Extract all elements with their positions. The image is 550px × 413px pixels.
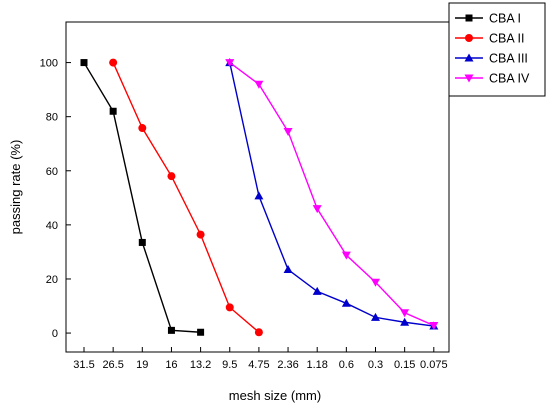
data-point: [400, 309, 410, 318]
legend-label: CBA III: [489, 52, 528, 66]
x-tick-label: 4.75: [248, 359, 269, 371]
series-layer: [80, 58, 439, 337]
y-tick-label: 20: [46, 274, 58, 286]
legend-label: CBA IV: [489, 72, 530, 86]
x-tick-label: 0.6: [339, 359, 354, 371]
data-point: [138, 124, 147, 133]
x-tick-label: 13.2: [190, 359, 211, 371]
data-point: [400, 317, 410, 326]
x-tick-label: 31.5: [73, 359, 94, 371]
x-tick-label: 9.5: [222, 359, 237, 371]
series-line: [112, 62, 260, 333]
x-tick-label: 26.5: [102, 359, 123, 371]
data-point: [283, 128, 293, 137]
data-point: [109, 58, 118, 67]
data-point: [225, 303, 234, 312]
series-line: [229, 62, 435, 327]
x-tick-label: 0.3: [368, 359, 383, 371]
data-point: [429, 321, 439, 330]
data-point: [464, 74, 474, 83]
legend: CBA I CBA II CBA III CBA IV: [448, 2, 546, 97]
series-line: [229, 62, 434, 327]
data-point: [109, 107, 117, 115]
y-tick-label: 80: [46, 112, 58, 124]
data-point: [465, 14, 473, 22]
x-tick-label: 19: [136, 359, 148, 371]
data-point: [167, 326, 175, 334]
x-axis: 31.5 26.5 19 16 13.2 9.5 4.75 2.36 1.18 0.6 0.3 0.1…: [73, 347, 448, 371]
data-point: [371, 312, 380, 321]
data-point: [254, 328, 263, 337]
legend-label: CBA II: [489, 32, 524, 46]
legend-label: CBA I: [489, 12, 521, 26]
data-point: [341, 298, 351, 307]
y-tick-label: 40: [46, 220, 58, 232]
data-point: [465, 34, 473, 42]
y-axis-label: passing rate (%): [8, 140, 23, 235]
data-point: [254, 80, 264, 89]
plot-frame: [65, 21, 450, 353]
data-point: [283, 265, 293, 273]
data-point: [138, 238, 146, 246]
data-point: [312, 286, 322, 295]
x-tick-label: 2.36: [277, 359, 298, 371]
data-point: [341, 251, 351, 260]
data-point: [312, 205, 322, 214]
x-tick-label: 1.18: [306, 359, 327, 371]
data-point: [254, 191, 264, 200]
data-point: [225, 59, 235, 68]
y-axis: 0 20 40 60 80 100: [40, 58, 71, 340]
data-point: [80, 59, 88, 67]
x-tick-label: 0.15: [394, 359, 415, 371]
y-tick-label: 60: [46, 166, 58, 178]
data-point: [167, 172, 176, 181]
x-tick-label: 0.075: [420, 359, 448, 371]
series-line: [83, 62, 201, 333]
x-tick-label: 16: [165, 359, 177, 371]
y-tick-label: 0: [52, 328, 58, 340]
x-axis-label: mesh size (mm): [229, 388, 321, 403]
data-point: [196, 230, 205, 239]
data-point: [197, 328, 205, 336]
data-point: [464, 53, 474, 62]
y-tick-label: 100: [40, 58, 58, 70]
data-point: [371, 278, 380, 287]
